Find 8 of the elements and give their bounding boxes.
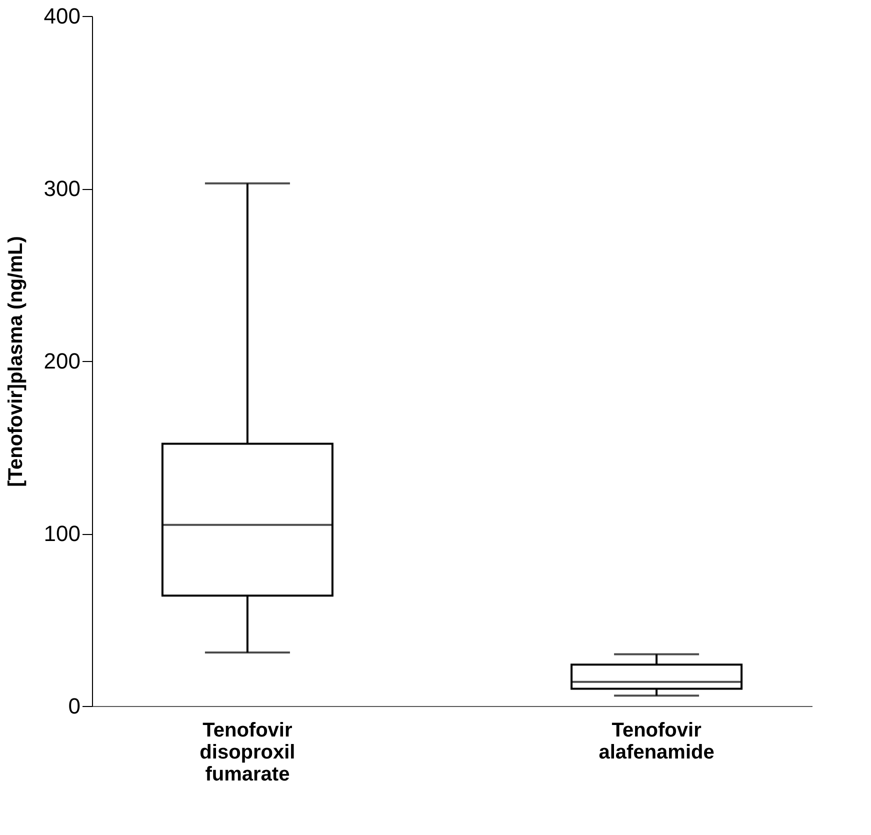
y-tick-label: 200 [44,348,80,374]
y-axis-title: [Tenofovir]plasma (ng/mL) [4,236,27,487]
y-tick-label: 0 [68,694,80,718]
y-tick-label: 100 [44,521,80,546]
y-tick-label: 300 [44,176,80,201]
y-tick-label: 400 [44,4,80,28]
x-tick-label: Tenofovir alafenamide [598,720,714,764]
x-tick-label: Tenofovir disoproxil fumarate [200,720,296,786]
